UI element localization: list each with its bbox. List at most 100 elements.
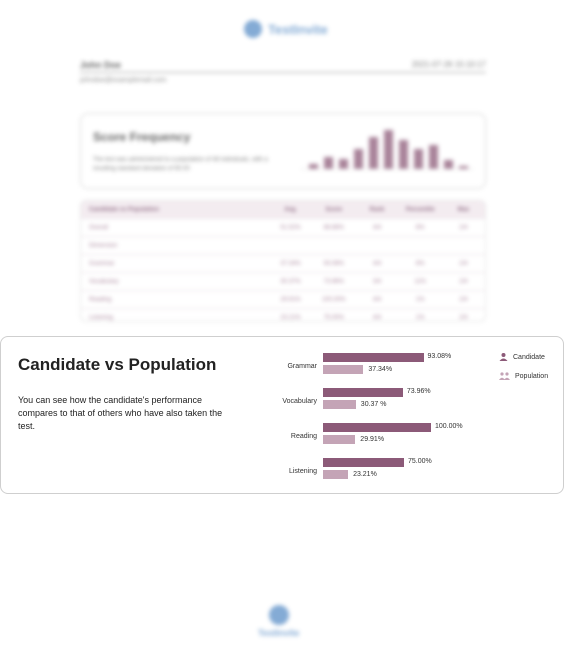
table-row: Overall 51.52% 88.88% 4/4 8% 2/4 xyxy=(81,219,485,237)
table-cell: 100.00% xyxy=(321,296,346,303)
table-cell: Overall xyxy=(89,224,109,231)
population-value-label: 30.37 % xyxy=(360,401,387,408)
table-cell: 2/4 xyxy=(459,314,468,321)
table-cell: 51.52% xyxy=(280,224,301,231)
population-value-label: 37.34% xyxy=(368,366,393,373)
table-cell: 2/4 xyxy=(459,296,468,303)
table-cell: Vocabulary xyxy=(89,278,119,285)
table-header-cell: Avg. xyxy=(284,206,297,213)
table-cell: Dimension xyxy=(89,242,118,249)
candidate-bar xyxy=(323,458,404,467)
freq-bar xyxy=(324,157,333,169)
brand-logo: TestInvite xyxy=(244,20,328,38)
candidate-bar xyxy=(323,353,424,362)
score-frequency-chart xyxy=(301,130,473,170)
category-label: Listening xyxy=(288,468,317,475)
group-icon xyxy=(499,372,510,380)
table-cell: 1% xyxy=(415,314,425,321)
comparison-bar-chart: Grammar 93.08% 37.34% Vocabulary 73.96% 30.37… xyxy=(261,347,471,487)
table-cell: 2/4 xyxy=(459,260,468,267)
candidate-bar xyxy=(323,423,431,432)
table-cell: 2/4 xyxy=(459,278,468,285)
freq-bar xyxy=(339,159,348,169)
freq-bar xyxy=(414,149,423,169)
table-cell: 3/4 xyxy=(372,278,382,285)
table-cell: 4/4 xyxy=(372,224,382,231)
table-cell: 23.21% xyxy=(280,314,301,321)
brand-name: TestInvite xyxy=(268,21,328,37)
freq-bar xyxy=(354,149,363,169)
candidate-value-label: 73.96% xyxy=(406,388,431,395)
legend-population-label: Population xyxy=(515,372,549,380)
table-cell: 29.91% xyxy=(280,296,301,303)
table-cell: 88.88% xyxy=(323,224,344,231)
score-frequency-title: Score Frequency xyxy=(93,130,191,144)
population-bar xyxy=(323,435,356,444)
score-frequency-description: The test was administered to a populatio… xyxy=(93,157,268,172)
table-cell: 30.37% xyxy=(280,278,301,285)
table-cell: 73.96% xyxy=(323,278,344,285)
card-title: Candidate vs Population xyxy=(18,355,217,374)
freq-bar xyxy=(384,130,393,169)
table-row: Vocabulary 30.37% 73.96% 3/4 11% 2/4 xyxy=(81,273,485,291)
freq-bar xyxy=(399,140,408,169)
category-label: Reading xyxy=(290,433,317,440)
table-cell: 4/4 xyxy=(372,260,382,267)
table-cell: 4/4 xyxy=(372,314,382,321)
table-header-cell: Rank xyxy=(369,206,385,213)
category-label: Grammar xyxy=(287,363,317,370)
table-cell: Listening xyxy=(89,314,114,321)
population-value-label: 29.91% xyxy=(360,436,385,443)
comparison-table: Candidate vs Population Avg. Score Rank Perc… xyxy=(80,200,486,322)
table-header-cell: Max xyxy=(457,206,470,213)
freq-bar xyxy=(429,145,438,169)
footer-brand-name: TestInvite xyxy=(258,628,300,638)
table-cell: 93.08% xyxy=(323,260,344,267)
table-cell: 4/4 xyxy=(372,296,382,303)
population-bar xyxy=(323,470,349,479)
table-header-row: Candidate vs Population Avg. Score Rank Perc… xyxy=(81,201,485,219)
candidate-value-label: 75.00% xyxy=(408,458,432,465)
freq-bar xyxy=(444,160,453,169)
table-header-cell: Percentile xyxy=(405,206,435,213)
population-bar xyxy=(323,400,356,409)
candidate-email: johndoe@examplemail.com xyxy=(80,77,167,84)
candidate-value-label: 93.08% xyxy=(427,353,452,360)
table-header-cell: Score xyxy=(325,206,343,213)
chart-legend: Candidate Population xyxy=(499,353,548,391)
candidate-bar xyxy=(323,388,403,397)
candidate-name: John Doe xyxy=(80,60,122,70)
report-date: 2021-07-26 15:10:17 xyxy=(411,60,486,69)
card-description: You can see how the candidate's performa… xyxy=(18,395,223,431)
table-cell: 75.00% xyxy=(323,314,344,321)
table-cell: 11% xyxy=(414,278,426,285)
legend-candidate: Candidate xyxy=(499,353,548,361)
freq-bar xyxy=(309,164,318,169)
table-row: Dimension xyxy=(81,237,485,255)
table-cell: Reading xyxy=(89,296,112,303)
population-value-label: 23.21% xyxy=(353,471,377,478)
freq-bar xyxy=(369,137,378,169)
legend-candidate-label: Candidate xyxy=(513,353,545,361)
table-cell: 8% xyxy=(415,224,425,231)
table-cell: 37.34% xyxy=(280,260,301,267)
population-bar xyxy=(323,365,364,374)
footer-logo: TestInvite xyxy=(258,605,299,638)
freq-bar xyxy=(459,166,468,169)
score-frequency-card: Score Frequency The test was administere… xyxy=(80,113,486,189)
category-label: Vocabulary xyxy=(282,398,317,405)
person-icon xyxy=(499,353,508,361)
table-cell: 8% xyxy=(415,260,425,267)
candidate-vs-population-card: Candidate vs Population You can see how … xyxy=(0,336,564,494)
table-row: Listening 23.21% 75.00% 4/4 1% 2/4 xyxy=(81,309,485,321)
legend-population: Population xyxy=(499,372,548,380)
table-row: Reading 29.91% 100.00% 4/4 1% 2/4 xyxy=(81,291,485,309)
globe-icon xyxy=(244,20,262,38)
header-divider xyxy=(80,72,486,73)
globe-icon xyxy=(268,605,289,625)
table-cell: Grammar xyxy=(89,260,115,267)
candidate-value-label: 100.00% xyxy=(435,423,463,430)
table-row: Grammar 37.34% 93.08% 4/4 8% 2/4 xyxy=(81,255,485,273)
table-header-cell: Candidate vs Population xyxy=(89,206,160,213)
table-cell: 1% xyxy=(415,296,425,303)
